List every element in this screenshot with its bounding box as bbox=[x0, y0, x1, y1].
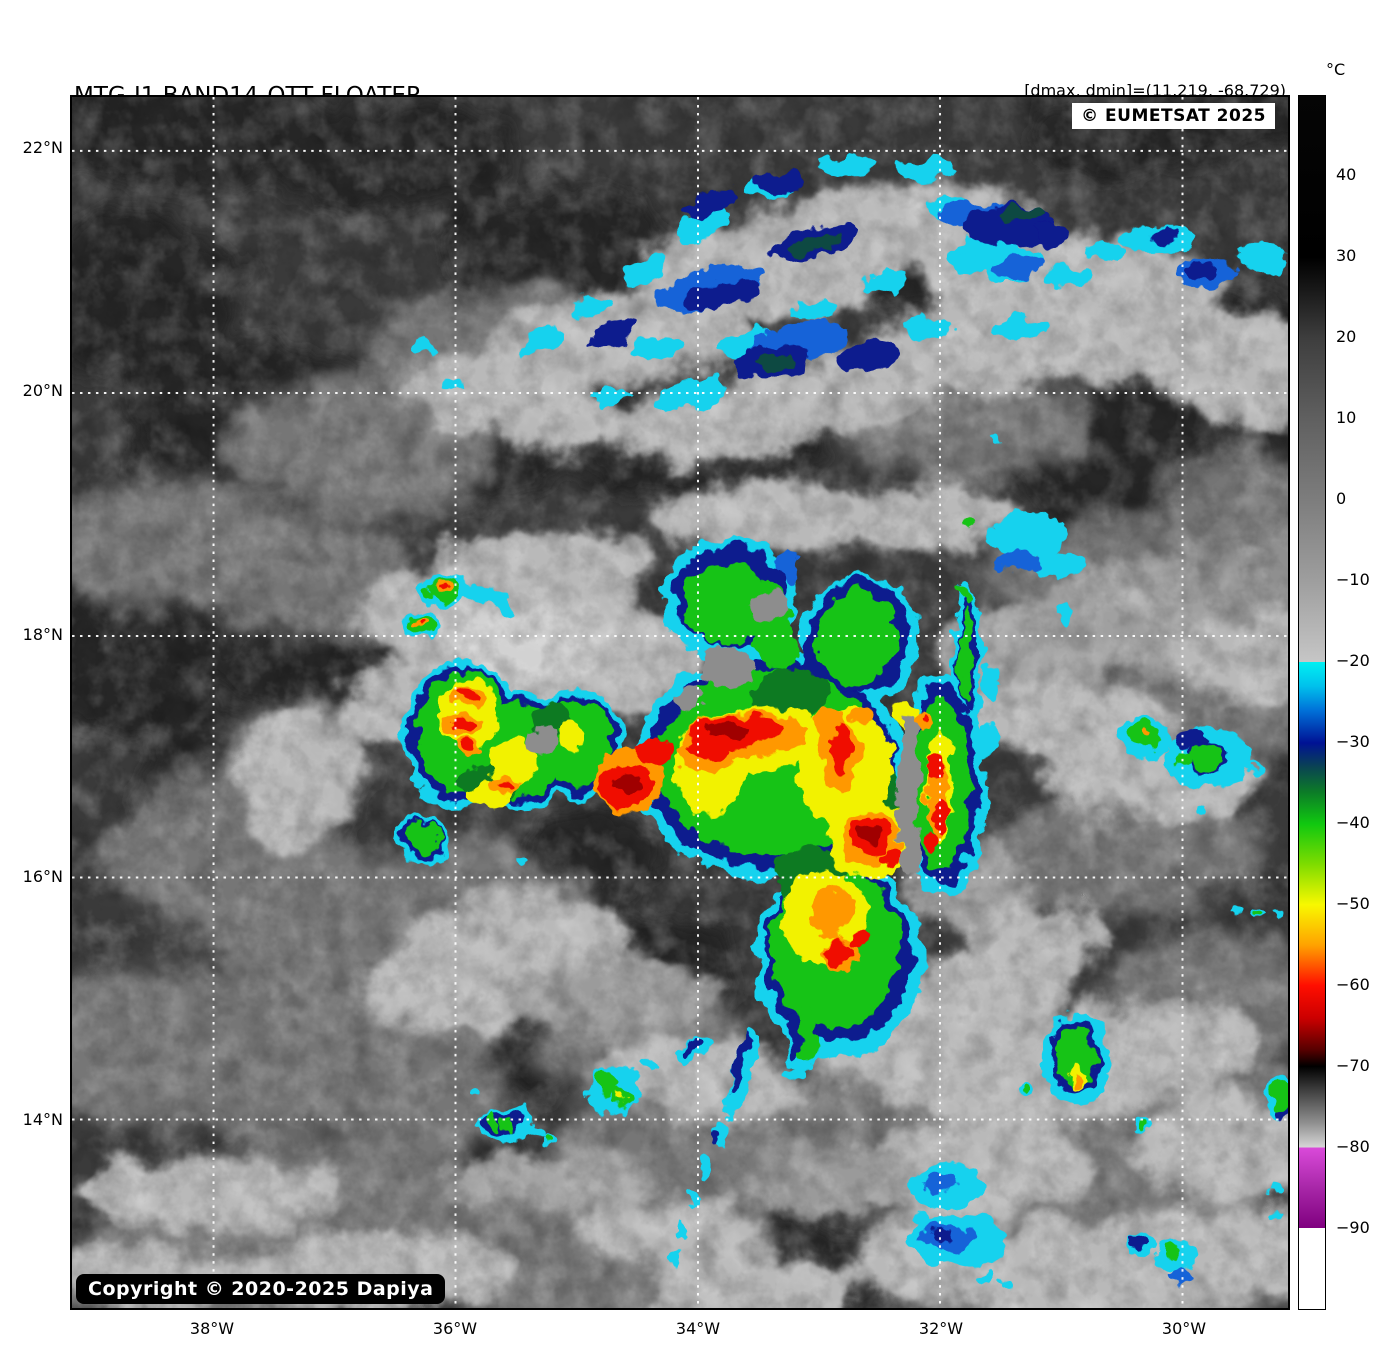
colorbar-tick-label: −80 bbox=[1336, 1137, 1370, 1156]
colorbar-unit-label: °C bbox=[1326, 60, 1346, 79]
x-axis-label: 32°W bbox=[918, 1319, 964, 1338]
y-axis-label: 16°N bbox=[22, 867, 63, 886]
colorbar-tick-label: −90 bbox=[1336, 1218, 1370, 1237]
colorbar-tick-label: 40 bbox=[1336, 165, 1357, 184]
satellite-map: © EUMETSAT 2025 Copyright © 2020-2025 Da… bbox=[70, 95, 1290, 1310]
colorbar-tick-label: 20 bbox=[1336, 327, 1357, 346]
colorbar-tick-label: 0 bbox=[1336, 489, 1347, 508]
colorbar-tick-label: −10 bbox=[1336, 570, 1370, 589]
y-axis-label: 20°N bbox=[22, 381, 63, 400]
x-axis-label: 30°W bbox=[1161, 1319, 1207, 1338]
colorbar-tick-label: 30 bbox=[1336, 246, 1357, 265]
colorbar-tick-label: 10 bbox=[1336, 408, 1357, 427]
x-axis-label: 38°W bbox=[189, 1319, 235, 1338]
x-axis-label: 36°W bbox=[432, 1319, 478, 1338]
y-axis-label: 22°N bbox=[22, 138, 63, 157]
y-axis-label: 18°N bbox=[22, 625, 63, 644]
colorbar-tick-label: −40 bbox=[1336, 813, 1370, 832]
colorbar-tick-label: −30 bbox=[1336, 732, 1370, 751]
colorbar-tick-label: −50 bbox=[1336, 894, 1370, 913]
satellite-image bbox=[72, 97, 1288, 1308]
eumetsat-credit-badge: © EUMETSAT 2025 bbox=[1072, 103, 1275, 129]
x-axis-label: 34°W bbox=[675, 1319, 721, 1338]
colorbar-tick-label: −20 bbox=[1336, 651, 1370, 670]
colorbar-tick-label: −70 bbox=[1336, 1056, 1370, 1075]
y-axis-label: 14°N bbox=[22, 1110, 63, 1129]
colorbar-tick-label: −60 bbox=[1336, 975, 1370, 994]
colorbar bbox=[1298, 95, 1326, 1310]
copyright-badge: Copyright © 2020-2025 Dapiya bbox=[76, 1274, 446, 1304]
